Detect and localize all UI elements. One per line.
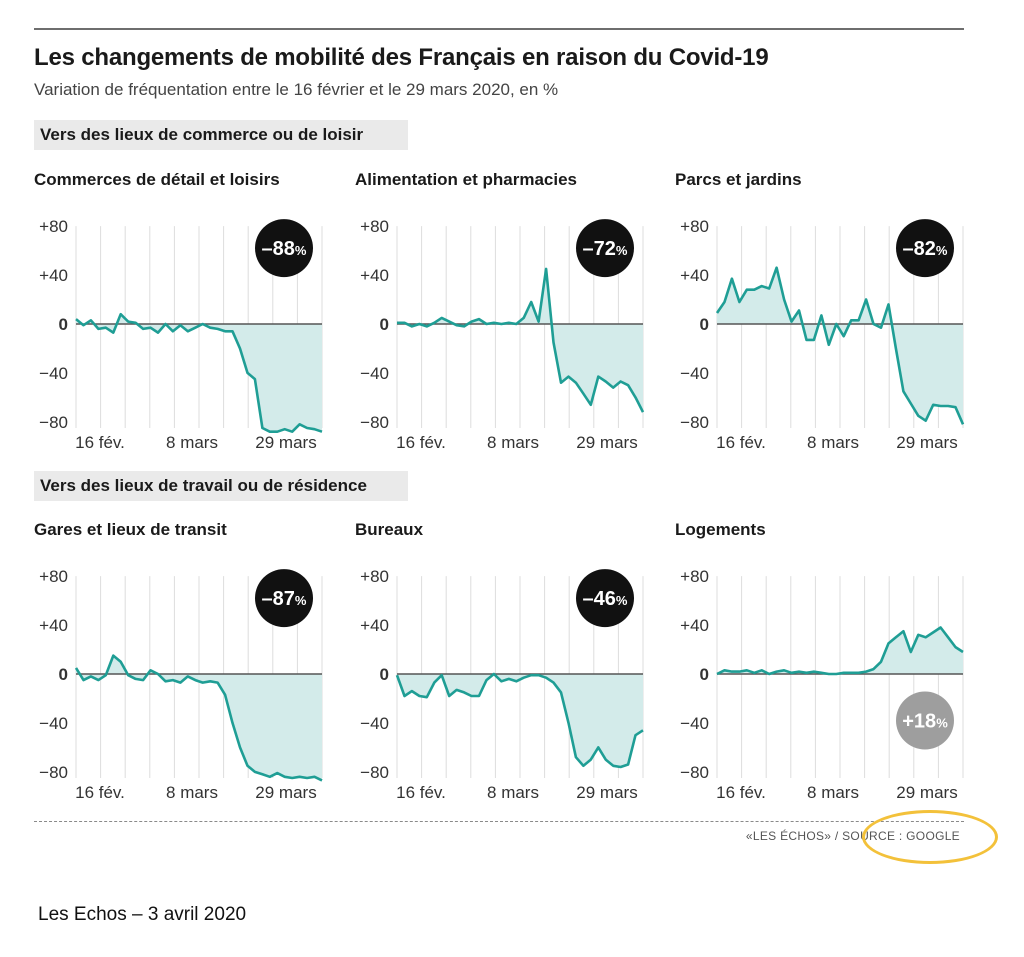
chart-svg: +80 +40 0 −40 −80 16 fév. 8 mars 29 mars –72% — [360, 217, 645, 452]
section-commerce-loisir: Vers des lieux de commerce ou de loisir — [34, 120, 408, 150]
x-tick-label: 16 fév. — [396, 433, 446, 452]
variation-badge — [255, 569, 313, 628]
y-tick-label: −40 — [39, 364, 68, 383]
chart-svg: +80 +40 0 −40 −80 16 fév. 8 mars 29 mars +18% — [680, 567, 964, 802]
area-fill — [397, 674, 643, 767]
chart-title: Gares et lieux de transit — [34, 520, 227, 539]
y-tick-label: −40 — [360, 714, 389, 733]
series-line — [397, 267, 645, 413]
y-tick-label: +80 — [680, 567, 709, 586]
y-tick-label: −80 — [680, 413, 709, 432]
variation-badge-label: –88% — [262, 238, 307, 260]
area-fill — [397, 268, 643, 413]
chart-svg: +80 +40 0 −40 −80 16 fév. 8 mars 29 mars –82% — [680, 217, 965, 452]
chart-panel-parcs: Parcs et jardins +80 +40 0 −40 −80 16 fév. 8 m… — [675, 170, 995, 460]
variation-badge-label: –46% — [583, 588, 628, 610]
series-line — [395, 672, 644, 769]
y-tick-label: 0 — [700, 665, 709, 684]
y-tick-label: 0 — [700, 315, 709, 334]
area-fill — [717, 267, 963, 425]
x-tick-label: 29 mars — [255, 433, 316, 452]
x-tick-label: 16 fév. — [396, 783, 446, 802]
y-tick-label: +40 — [39, 266, 68, 285]
x-tick-label: 16 fév. — [75, 433, 125, 452]
chart-svg: +80 +40 0 −40 −80 16 fév. 8 mars 29 mars –46% — [360, 567, 644, 802]
x-tick-label: 29 mars — [576, 433, 637, 452]
y-tick-label: +40 — [39, 616, 68, 635]
y-tick-label: −40 — [680, 714, 709, 733]
variation-badge — [896, 691, 954, 750]
y-tick-label: −80 — [680, 763, 709, 782]
chart-svg: +80 +40 0 −40 −80 16 fév. 8 mars 29 mars –88% — [39, 217, 323, 452]
page-subtitle: Variation de fréquentation entre le 16 f… — [34, 80, 559, 99]
variation-badge — [255, 219, 313, 278]
variation-badge — [576, 569, 634, 628]
variation-badge-label: +18% — [902, 710, 948, 732]
area-fill — [76, 314, 322, 432]
y-tick-label: 0 — [59, 665, 68, 684]
variation-badge-label: –87% — [262, 588, 307, 610]
chart-svg: +80 +40 0 −40 −80 16 fév. 8 mars 29 mars –87% — [39, 567, 323, 802]
area-fill — [76, 655, 322, 781]
variation-badge — [896, 219, 954, 278]
x-tick-label: 8 mars — [807, 783, 859, 802]
x-tick-label: 29 mars — [896, 783, 957, 802]
chart-title: Alimentation et pharmacies — [355, 170, 578, 189]
x-tick-label: 16 fév. — [75, 783, 125, 802]
chart-panel-commerces: Commerces de détail et loisirs +80 +40 0 −4… — [34, 170, 354, 460]
y-tick-label: −40 — [680, 364, 709, 383]
chart-panel-alimentation: Alimentation et pharmacies +80 +40 0 −40 −80… — [355, 170, 675, 460]
y-tick-label: +80 — [680, 217, 709, 236]
y-tick-label: +80 — [360, 217, 389, 236]
y-tick-label: 0 — [380, 665, 389, 684]
x-tick-label: 8 mars — [166, 433, 218, 452]
chart-panel-gares: Gares et lieux de transit +80 +40 0 −40 −80 1… — [34, 520, 354, 810]
y-tick-label: −40 — [360, 364, 389, 383]
y-tick-label: −80 — [39, 763, 68, 782]
x-tick-label: 16 fév. — [716, 433, 766, 452]
page-title: Les changements de mobilité des Français… — [34, 44, 769, 71]
y-tick-label: +40 — [360, 266, 389, 285]
x-tick-label: 8 mars — [166, 783, 218, 802]
x-tick-label: 8 mars — [487, 433, 539, 452]
series-line — [715, 266, 965, 425]
series-line — [716, 626, 964, 676]
variation-badge-label: –82% — [903, 238, 948, 260]
chart-panel-logements: Logements +80 +40 0 −40 −80 16 fév. 8 mars 29 m… — [675, 520, 995, 810]
chart-panel-bureaux: Bureaux +80 +40 0 −40 −80 16 fév. 8 mars 29 mar… — [355, 520, 675, 810]
footer-caption: Les Echos – 3 avril 2020 — [38, 904, 247, 925]
y-tick-label: +80 — [39, 217, 68, 236]
variation-badge-label: –72% — [583, 238, 628, 260]
dotted-rule — [34, 821, 964, 822]
y-tick-label: 0 — [59, 315, 68, 334]
y-tick-label: +40 — [680, 266, 709, 285]
y-tick-label: +40 — [360, 616, 389, 635]
series-line — [75, 312, 323, 433]
y-tick-label: +80 — [39, 567, 68, 586]
chart-title: Commerces de détail et loisirs — [34, 170, 280, 189]
y-tick-label: −80 — [39, 413, 68, 432]
x-tick-label: 16 fév. — [716, 783, 766, 802]
y-tick-label: +80 — [360, 567, 389, 586]
variation-badge — [576, 219, 634, 278]
x-tick-label: 8 mars — [807, 433, 859, 452]
y-tick-label: −80 — [360, 763, 389, 782]
highlight-ring — [862, 810, 998, 864]
x-tick-label: 29 mars — [576, 783, 637, 802]
x-tick-label: 8 mars — [487, 783, 539, 802]
series-line — [74, 654, 323, 782]
x-tick-label: 29 mars — [896, 433, 957, 452]
top-rule — [34, 28, 964, 30]
y-tick-label: −40 — [39, 714, 68, 733]
x-tick-label: 29 mars — [255, 783, 316, 802]
area-fill — [717, 627, 963, 674]
section-travail-residence: Vers des lieux de travail ou de résidenc… — [34, 471, 408, 501]
y-tick-label: +40 — [680, 616, 709, 635]
chart-title: Bureaux — [355, 520, 424, 539]
chart-title: Parcs et jardins — [675, 170, 802, 189]
y-tick-label: −80 — [360, 413, 389, 432]
chart-title: Logements — [675, 520, 766, 539]
y-tick-label: 0 — [380, 315, 389, 334]
